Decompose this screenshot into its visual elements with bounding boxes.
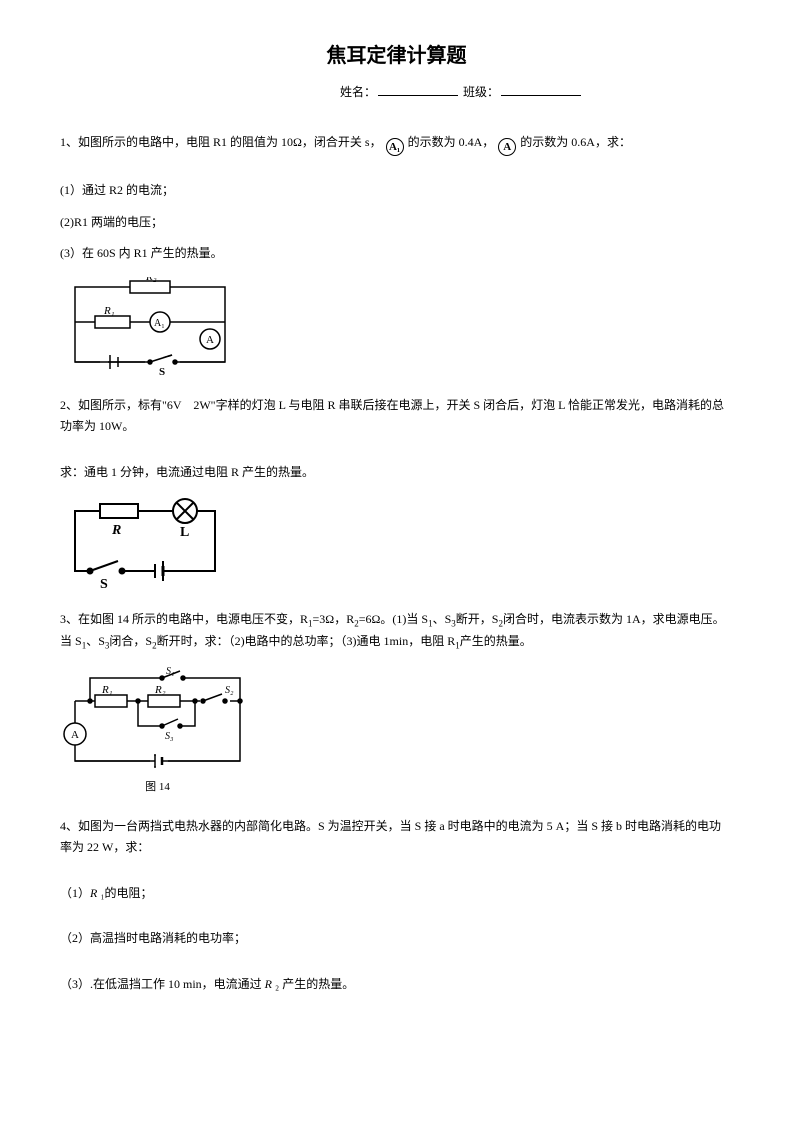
header-fields: 姓名： 班级： xyxy=(60,82,733,104)
page-title: 焦耳定律计算题 xyxy=(60,38,733,74)
q4-s3a: （3）.在低温挡工作 10 min，电流通过 xyxy=(60,977,265,991)
q4-s3c: ₂ 产生的热量。 xyxy=(272,977,354,991)
label-l: L xyxy=(180,525,189,540)
q1-sub2: (2)R1 两端的电压； xyxy=(60,212,733,234)
q3-ta: 3、在如图 14 所示的电路中，电源电压不变，R xyxy=(60,612,308,626)
question-4-stem: 4、如图为一台两挡式电热水器的内部简化电路。S 为温控开关，当 S 接 a 时电… xyxy=(60,816,733,859)
q3-caption: 图 14 xyxy=(60,778,255,798)
q1-text-a: 1、如图所示的电路中，电阻 R1 的阻值为 10Ω，闭合开关 s， xyxy=(60,135,382,149)
q1-text-b: 的示数为 0.4A， xyxy=(408,135,495,149)
ammeter-a-icon: A xyxy=(498,138,516,156)
q4-sub3: （3）.在低温挡工作 10 min，电流通过 R ₂ 产生的热量。 xyxy=(60,974,733,996)
label-r2-q3: R₂ xyxy=(154,684,166,696)
label-s2: S xyxy=(100,577,108,591)
q4-sub2: （2）高温挡时电路消耗的电功率； xyxy=(60,928,733,950)
label-r: R xyxy=(111,523,121,538)
q3-tj: 产生的热量。 xyxy=(460,634,532,648)
q2-circuit-diagram: R L S xyxy=(60,496,733,591)
q1-sub1: (1）通过 R2 的电流； xyxy=(60,180,733,202)
q4-s3b: R xyxy=(265,977,272,991)
name-blank xyxy=(378,82,458,96)
label-r1: R₁ xyxy=(103,305,115,317)
label-s: S xyxy=(159,366,165,377)
label-s3-q3: S₃ xyxy=(165,731,174,742)
q3-tc: =6Ω。(1)当 S xyxy=(359,612,428,626)
class-label: 班级： xyxy=(463,85,499,99)
q4-s1a: （1） xyxy=(60,886,90,900)
class-blank xyxy=(501,82,581,96)
q1-circuit-diagram: R₂ R₁ A₁ A S xyxy=(60,277,733,377)
q3-te: 断开，S xyxy=(456,612,499,626)
q3-tg: 、S xyxy=(86,634,105,648)
label-s2-q3: S₂ xyxy=(225,685,234,696)
question-2-stem: 2、如图所示，标有"6V 2W"字样的灯泡 L 与电阻 R 串联后接在电源上，开… xyxy=(60,395,733,438)
label-r2: R₂ xyxy=(145,277,157,283)
q4-s1c: ₁的电阻； xyxy=(97,886,152,900)
label-a: A xyxy=(206,334,214,346)
q4-sub1: （1）R ₁的电阻； xyxy=(60,883,733,905)
label-s1-q3: S₁ xyxy=(166,666,174,677)
q3-tb: =3Ω，R xyxy=(313,612,355,626)
question-3-stem: 3、在如图 14 所示的电路中，电源电压不变，R1=3Ω，R2=6Ω。(1)当 … xyxy=(60,609,733,654)
name-label: 姓名： xyxy=(340,85,376,99)
q3-circuit-diagram: R₁ R₂ S₁ S₂ S₃ A 图 14 xyxy=(60,666,733,798)
ammeter-a1-icon: A₁ xyxy=(386,138,404,156)
question-1-stem: 1、如图所示的电路中，电阻 R1 的阻值为 10Ω，闭合开关 s， A₁ 的示数… xyxy=(60,132,733,157)
q3-th: 闭合，S xyxy=(109,634,152,648)
q2-sub: 求：通电 1 分钟，电流通过电阻 R 产生的热量。 xyxy=(60,462,733,484)
q1-sub3: (3）在 60S 内 R1 产生的热量。 xyxy=(60,243,733,265)
q1-text-c: 的示数为 0.6A，求： xyxy=(520,135,631,149)
label-a-q3: A xyxy=(71,729,79,741)
q3-td: 、S xyxy=(433,612,452,626)
label-r1-q3: R₁ xyxy=(101,684,113,696)
label-a1: A₁ xyxy=(154,318,165,329)
q3-ti: 断开时，求：（2)电路中的总功率；（3)通电 1min，电阻 R xyxy=(157,634,456,648)
